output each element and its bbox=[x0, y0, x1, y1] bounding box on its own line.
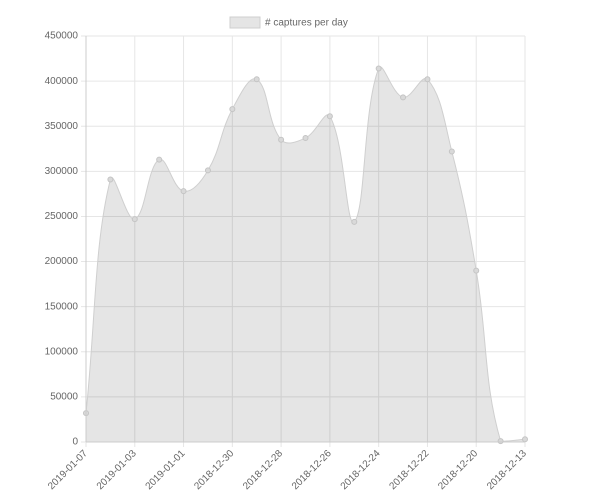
y-tick-label: 100000 bbox=[45, 346, 79, 357]
legend-swatch bbox=[229, 16, 261, 29]
y-tick-label: 450000 bbox=[45, 31, 79, 42]
line bbox=[85, 66, 526, 442]
point bbox=[473, 267, 480, 274]
x-tick-label: 2018-12-30 bbox=[192, 448, 236, 492]
point bbox=[326, 113, 333, 120]
legend-label: # captures per day bbox=[265, 18, 348, 29]
y-tick-label: 50000 bbox=[50, 392, 78, 403]
point bbox=[448, 148, 455, 155]
point bbox=[351, 218, 358, 225]
point bbox=[302, 134, 309, 141]
point bbox=[107, 176, 114, 183]
x-tick-label: 2018-12-26 bbox=[290, 448, 334, 492]
point bbox=[424, 76, 431, 83]
y-tick-label: 400000 bbox=[45, 76, 79, 87]
x-tick-label: 2018-12-20 bbox=[436, 448, 480, 492]
x-tick-label: 2018-12-22 bbox=[387, 448, 431, 492]
point bbox=[278, 136, 285, 143]
point bbox=[497, 438, 504, 445]
point bbox=[156, 156, 163, 163]
area bbox=[86, 66, 525, 443]
y-tick-label: 150000 bbox=[45, 301, 79, 312]
point bbox=[253, 76, 260, 83]
x-tick-label: 2018-12-24 bbox=[339, 448, 383, 492]
point bbox=[375, 65, 382, 72]
point bbox=[522, 436, 528, 443]
y-tick-label: 300000 bbox=[45, 166, 79, 177]
x-tick-label: 2018-12-13 bbox=[485, 448, 529, 492]
x-tick-label: 2019-01-07 bbox=[46, 448, 90, 492]
y-tick-label: 200000 bbox=[45, 256, 79, 267]
y-tick-label: 250000 bbox=[45, 211, 79, 222]
point bbox=[400, 94, 407, 101]
point bbox=[204, 167, 211, 174]
point bbox=[229, 106, 236, 113]
x-tick-label: 2019-01-03 bbox=[95, 448, 139, 492]
y-tick-label: 0 bbox=[72, 437, 78, 448]
y-tick-label: 350000 bbox=[45, 121, 79, 132]
point bbox=[131, 216, 138, 223]
point bbox=[180, 188, 187, 195]
x-tick-label: 2019-01-01 bbox=[144, 448, 188, 492]
x-tick-label: 2018-12-28 bbox=[241, 448, 285, 492]
